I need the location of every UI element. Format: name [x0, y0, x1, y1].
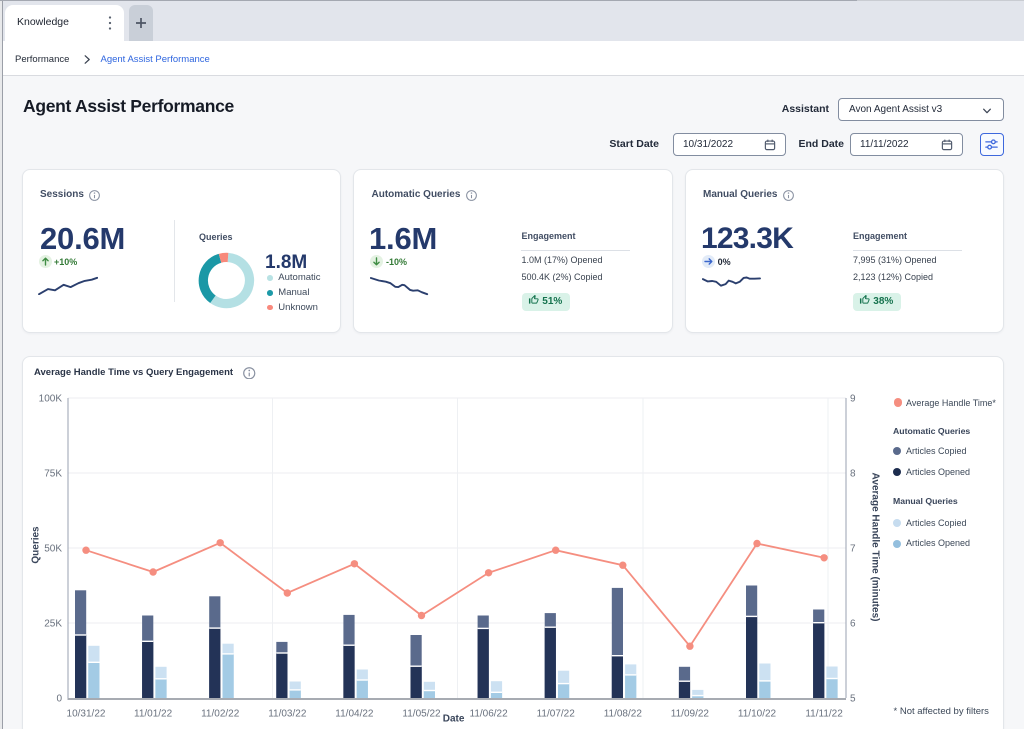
svg-text:6: 6 [850, 619, 856, 630]
svg-text:11/09/22: 11/09/22 [671, 709, 710, 720]
svg-text:11/02/22: 11/02/22 [201, 709, 240, 720]
svg-text:9: 9 [850, 394, 856, 405]
svg-text:Date: Date [443, 713, 465, 724]
svg-text:11/01/22: 11/01/22 [134, 709, 173, 720]
svg-text:25K: 25K [44, 619, 62, 630]
svg-text:11/04/22: 11/04/22 [335, 709, 374, 720]
svg-text:75K: 75K [44, 469, 62, 480]
svg-text:7: 7 [850, 544, 856, 555]
svg-text:11/06/22: 11/06/22 [470, 709, 509, 720]
svg-text:0: 0 [56, 694, 62, 705]
svg-text:11/11/22: 11/11/22 [805, 709, 843, 720]
svg-text:50K: 50K [44, 544, 62, 555]
svg-text:5: 5 [850, 694, 856, 705]
svg-text:11/08/22: 11/08/22 [604, 709, 643, 720]
svg-text:11/07/22: 11/07/22 [537, 709, 576, 720]
svg-text:11/03/22: 11/03/22 [268, 709, 307, 720]
svg-text:100K: 100K [39, 394, 63, 405]
svg-text:Average Handle Time (minutes): Average Handle Time (minutes) [870, 473, 881, 622]
svg-text:11/05/22: 11/05/22 [402, 709, 441, 720]
svg-text:11/10/22: 11/10/22 [738, 709, 777, 720]
svg-text:8: 8 [850, 469, 856, 480]
svg-text:Queries: Queries [31, 526, 42, 564]
svg-text:10/31/22: 10/31/22 [67, 709, 106, 720]
